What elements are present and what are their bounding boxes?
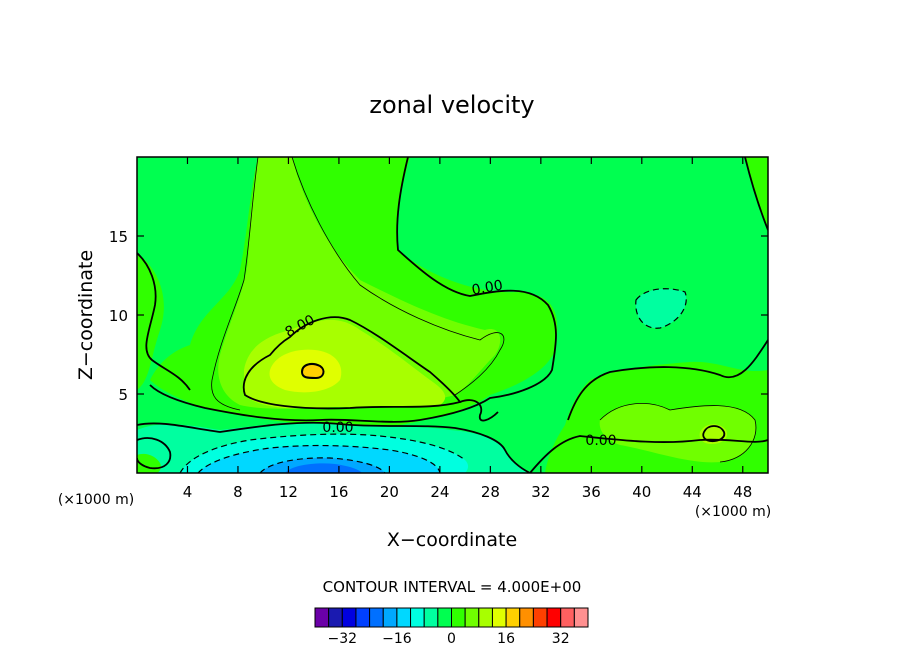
colorbar-swatch — [314, 607, 330, 628]
zero-contour-lower — [137, 421, 531, 473]
twenty-contour — [300, 363, 325, 380]
thin-contour-upper — [211, 157, 259, 411]
x-tick-label: 24 — [430, 483, 449, 501]
zero-contour-upper — [149, 157, 557, 423]
contour-interval-label: CONTOUR INTERVAL = 4.000E+00 — [323, 578, 582, 596]
x-tick-label: 8 — [233, 483, 243, 501]
negative-contour-3 — [259, 457, 386, 473]
colorbar-tick-label: −16 — [382, 631, 412, 647]
y-axis-label: Z−coordinate — [75, 250, 97, 380]
colorbar-swatch — [464, 607, 480, 628]
colorbar-tick-labels: −32 −16 0 16 32 — [328, 631, 570, 647]
x-tick-label: 48 — [733, 483, 752, 501]
colorbar-swatch — [423, 607, 439, 628]
colorbar-swatch — [546, 607, 562, 628]
contour-lines — [137, 157, 768, 473]
contour-label: 0.00 — [585, 433, 616, 449]
eight-contour-east — [702, 425, 726, 443]
colorbar-swatch — [505, 607, 521, 628]
x-axis-label: X−coordinate — [387, 529, 517, 551]
x-tick-label: 32 — [531, 483, 550, 501]
colorbar-swatch — [491, 607, 507, 628]
x-tick-label: 44 — [683, 483, 702, 501]
y-tick-label: 15 — [109, 228, 128, 246]
zero-contour-top-right — [744, 157, 768, 231]
thin-contour-upper-right — [291, 157, 505, 396]
field-region-negative-20 — [285, 463, 362, 473]
y-axis-ticks: 5 10 15 — [109, 228, 768, 404]
zero-contour-east-upper — [567, 339, 768, 421]
x-tick-label: 20 — [380, 483, 399, 501]
colorbar-tick-label: 16 — [497, 631, 515, 647]
colorbar-tick-label: 0 — [447, 631, 456, 647]
colorbar-swatch — [410, 607, 425, 628]
contour-label: 0.00 — [471, 277, 504, 298]
field-region-top-right — [745, 157, 768, 230]
colorbar-tick-label: 32 — [552, 631, 570, 647]
thin-contour-east — [599, 403, 757, 463]
colorbar-swatch — [355, 607, 371, 628]
field-region-20 — [302, 364, 324, 378]
contour-label: 0.00 — [322, 420, 353, 436]
field-region-negative-east — [635, 288, 687, 329]
colorbar-swatch — [437, 607, 453, 628]
colorbar-swatch — [328, 607, 343, 628]
y-tick-label: 5 — [118, 386, 128, 404]
zero-contour-left-lower — [137, 437, 172, 470]
zero-contour-left-upper — [137, 252, 191, 391]
colorbar-swatch — [532, 607, 548, 628]
x-tick-label: 12 — [279, 483, 298, 501]
colorbar-swatch — [560, 607, 575, 628]
x-unit-label-left: (×1000 m) — [58, 492, 134, 508]
x-tick-label: 16 — [329, 483, 348, 501]
colorbar-swatch — [573, 607, 589, 628]
negative-contour-1 — [179, 433, 466, 473]
eight-contour — [242, 316, 462, 410]
chart-title: zonal velocity — [369, 91, 534, 119]
x-unit-label-right: (×1000 m) — [695, 504, 771, 520]
contour-fill — [137, 157, 768, 473]
colorbar-swatch — [382, 607, 398, 628]
x-tick-label: 36 — [582, 483, 601, 501]
colorbar-tick-label: −32 — [328, 631, 358, 647]
colorbar-swatch — [451, 607, 466, 628]
zero-contour-mid — [459, 399, 499, 422]
colorbar-swatch — [478, 607, 493, 628]
contour-labels: 0.00 8.00 0.00 0.00 — [283, 277, 617, 449]
colorbar-swatch — [519, 607, 534, 628]
negative-contour-2 — [197, 444, 441, 473]
negative-contour-east — [635, 288, 687, 329]
x-axis-ticks: 4 8 12 16 20 24 28 32 36 40 44 48 — [183, 157, 752, 501]
colorbar-swatch — [341, 607, 357, 628]
zero-contour-right — [529, 435, 768, 473]
x-tick-label: 4 — [183, 483, 193, 501]
colorbar-swatch — [369, 607, 384, 628]
colorbar-swatch — [396, 607, 412, 628]
x-tick-label: 28 — [481, 483, 500, 501]
x-tick-label: 40 — [632, 483, 651, 501]
colorbar — [314, 607, 589, 628]
field-region-right-8 — [599, 403, 756, 463]
y-tick-label: 10 — [109, 307, 128, 325]
